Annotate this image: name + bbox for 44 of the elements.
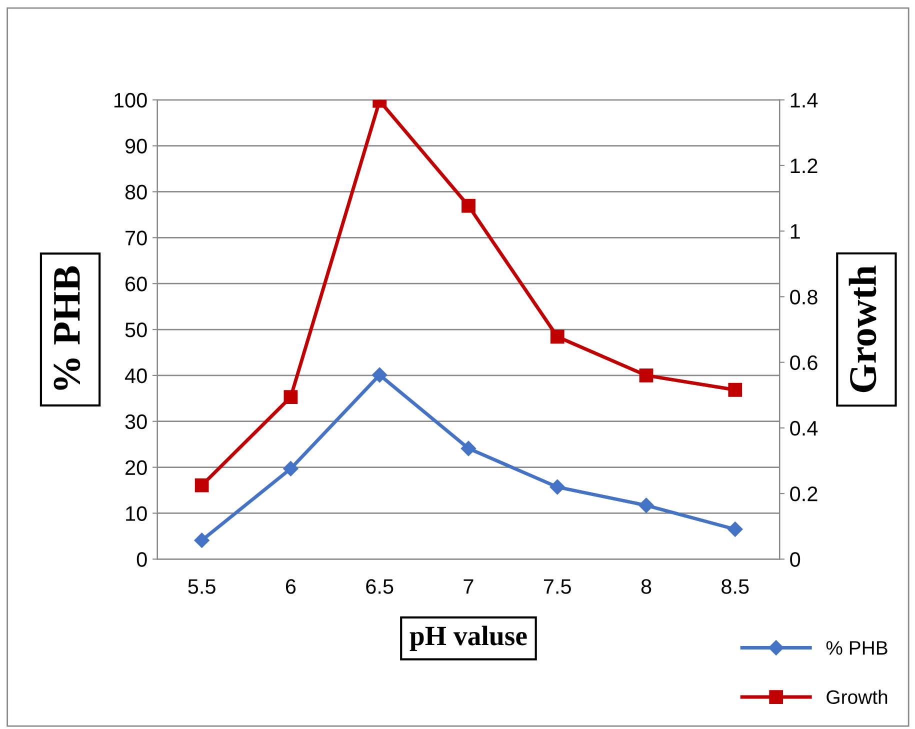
point <box>550 479 565 495</box>
y-tick-label: 30 <box>125 414 147 430</box>
y2-tick-label: 1.2 <box>790 158 818 174</box>
x-tick-label: 8 <box>641 579 652 594</box>
y-tick-label: 10 <box>126 506 147 521</box>
legend-label: Growth <box>826 690 888 704</box>
y-tick-label: 100 <box>114 92 147 108</box>
y-axis-title: % PHB <box>54 266 80 390</box>
point <box>460 440 476 456</box>
y2-tick-label: 0.4 <box>790 420 818 436</box>
x-tick-label: 5.5 <box>188 579 216 594</box>
y-tick-label: 50 <box>125 322 147 338</box>
x-axis-title: pH valuse <box>410 626 527 651</box>
y2-tick-label: 0 <box>790 552 800 567</box>
x-tick-label: 7 <box>464 579 474 594</box>
y-tick-label: 70 <box>126 230 147 246</box>
x-tick-label: 6.5 <box>366 579 394 594</box>
y-tick-label: 20 <box>126 460 147 476</box>
y-tick-label: 60 <box>126 276 147 292</box>
point <box>728 522 743 537</box>
point <box>284 390 298 404</box>
y-tick-label: 80 <box>125 184 147 200</box>
point <box>372 367 388 383</box>
x-tick-label: 7.5 <box>544 579 571 594</box>
y2-tick-label: 1 <box>790 224 800 239</box>
x-tick-label: 6 <box>286 579 296 594</box>
point <box>462 198 476 213</box>
y-tick-label: 90 <box>125 138 147 154</box>
y2-tick-label: 0.6 <box>790 355 818 370</box>
point <box>638 498 654 513</box>
y2-tick-label: 0.8 <box>790 290 818 304</box>
y2-axis-title: Growth <box>848 266 876 392</box>
y2-tick-label: 0.2 <box>790 486 818 502</box>
y-tick-label: 40 <box>124 368 147 384</box>
x-tick-label: 8.5 <box>722 579 749 594</box>
legend-label: % PHB <box>826 641 888 655</box>
point <box>550 330 564 344</box>
point <box>728 382 742 397</box>
point <box>639 368 654 382</box>
y2-tick-label: 1.4 <box>790 93 818 108</box>
point <box>283 461 298 476</box>
point <box>194 478 209 492</box>
y-tick-label: 0 <box>136 552 147 567</box>
point <box>194 532 210 548</box>
